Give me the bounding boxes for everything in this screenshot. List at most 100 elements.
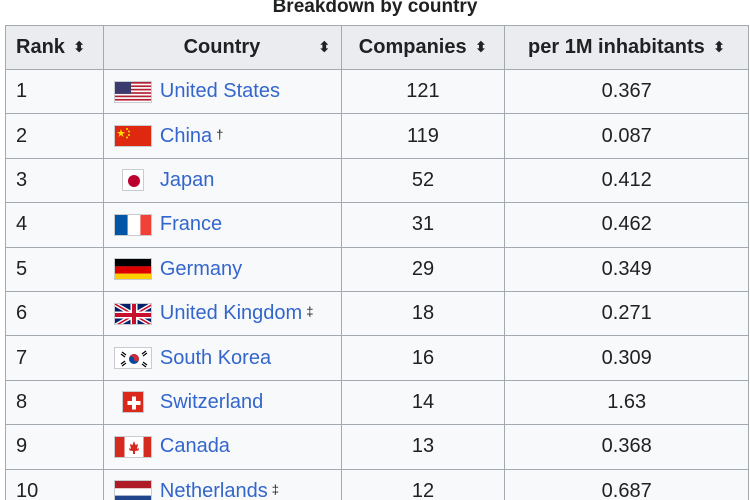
country-link[interactable]: Canada [159,435,230,458]
per-million-value: 0.412 [601,168,652,191]
table-row: 9 Canada 13 0.368 [5,424,749,470]
companies-value: 12 [411,479,435,500]
country-cell: United Kingdom ‡ [102,290,342,337]
per-million-cell: 1.63 [504,379,749,426]
companies-value: 13 [411,435,435,458]
companies-cell: 52 [340,157,506,204]
table-row: 1 United States 121 0.367 [5,68,749,115]
sort-arrows-icon[interactable]: ⬍ [712,39,726,56]
netherlands-flag-icon [113,480,152,500]
rank-cell: 5 [5,246,104,292]
rank-value: 4 [16,213,28,236]
per-million-cell: 0.462 [504,202,749,248]
switzerland-flag-icon [121,391,144,414]
rank-value: 6 [16,302,28,325]
country-header-label: Country [183,36,261,58]
china-flag-icon [113,125,152,148]
table-row: 7 South Korea 16 0.309 [5,335,749,381]
country-cell: United States [102,68,342,115]
rank-value: 8 [16,390,28,413]
country-cell: France [102,202,342,248]
rank-header-label: Rank [16,36,65,58]
per-million-cell: 0.271 [504,290,749,337]
companies-cell: 18 [340,290,506,337]
country-link[interactable]: Japan [159,168,215,191]
companies-header-label: Companies [358,36,467,58]
country-cell: Canada [102,424,342,470]
companies-value: 31 [411,213,435,236]
per-million-header[interactable]: per 1M inhabitants ⬍ [504,25,749,70]
companies-cell: 29 [340,246,506,292]
companies-value: 121 [406,80,440,103]
per-million-cell: 0.368 [504,424,749,470]
sort-arrows-icon[interactable]: ⬍ [318,39,331,56]
rank-value: 9 [16,435,28,458]
companies-value: 14 [411,390,435,413]
country-link[interactable]: Netherlands [159,479,268,500]
companies-cell: 119 [340,113,506,159]
per-million-value: 0.368 [601,435,652,458]
table-row: 8 Switzerland 14 1.63 [5,379,749,426]
country-link[interactable]: United Kingdom [159,302,303,325]
rank-cell: 8 [5,379,104,426]
table-row: 6 United Kingdom ‡ 18 0.271 [5,290,749,337]
per-million-value: 0.271 [601,302,652,325]
per-million-value: 0.349 [601,257,652,280]
companies-cell: 121 [340,68,506,115]
per-million-value: 0.367 [601,80,652,103]
companies-value: 29 [411,257,435,280]
companies-value: 18 [411,302,435,325]
per-million-value: 0.309 [601,346,652,369]
footnote-mark: ‡ [271,481,279,497]
companies-value: 119 [407,124,439,147]
country-link[interactable]: France [159,213,223,236]
rank-value: 5 [16,257,28,280]
country-cell: Switzerland [102,379,342,426]
country-cell: China † [102,113,342,159]
rank-cell: 3 [5,157,104,204]
country-link[interactable]: South Korea [159,346,272,369]
rank-cell: 10 [5,468,104,500]
country-link[interactable]: United States [159,80,280,103]
per-million-cell: 0.309 [504,335,749,381]
rank-value: 2 [16,124,28,147]
canada-flag-icon [113,435,152,458]
rank-value: 7 [16,346,28,369]
country-header[interactable]: Country ⬍ [102,25,342,70]
country-link[interactable]: China [159,124,213,147]
rank-cell: 7 [5,335,104,381]
companies-cell: 31 [340,202,506,248]
japan-flag-icon [121,169,144,192]
country-cell: Japan [102,157,342,204]
sort-arrows-icon[interactable]: ⬍ [474,39,488,56]
country-link[interactable]: Switzerland [159,390,264,413]
france-flag-icon [113,213,152,236]
footnote-mark: ‡ [306,304,314,320]
per-million-value: 0.687 [601,479,652,500]
sort-arrows-icon[interactable]: ⬍ [72,39,86,56]
companies-cell: 12 [340,468,506,500]
rank-cell: 1 [5,68,104,115]
companies-value: 52 [411,168,435,191]
table-row: 3 Japan 52 0.412 [5,157,749,204]
country-cell: Germany [102,246,342,292]
south-korea-flag-icon [113,347,152,370]
per-million-value: 1.63 [607,390,647,413]
per-million-header-label: per 1M inhabitants [528,36,705,58]
per-million-cell: 0.367 [504,68,749,115]
per-million-value: 0.462 [601,213,652,236]
footnote-mark: † [216,126,224,142]
header-row: Rank ⬍ Country ⬍ Companies ⬍ [5,25,749,70]
companies-header[interactable]: Companies ⬍ [340,25,506,70]
table-row: 4 France 31 0.462 [5,202,749,248]
country-cell: Netherlands ‡ [102,468,342,500]
country-link[interactable]: Germany [159,257,243,280]
rank-cell: 4 [5,202,104,248]
rank-header[interactable]: Rank ⬍ [5,25,104,70]
per-million-value: 0.087 [601,124,652,147]
breakdown-table: Rank ⬍ Country ⬍ Companies ⬍ [5,25,749,500]
rank-value: 1 [16,80,28,103]
table-caption: Breakdown by country [272,0,478,17]
table-row: 5 Germany 29 0.349 [5,246,749,292]
